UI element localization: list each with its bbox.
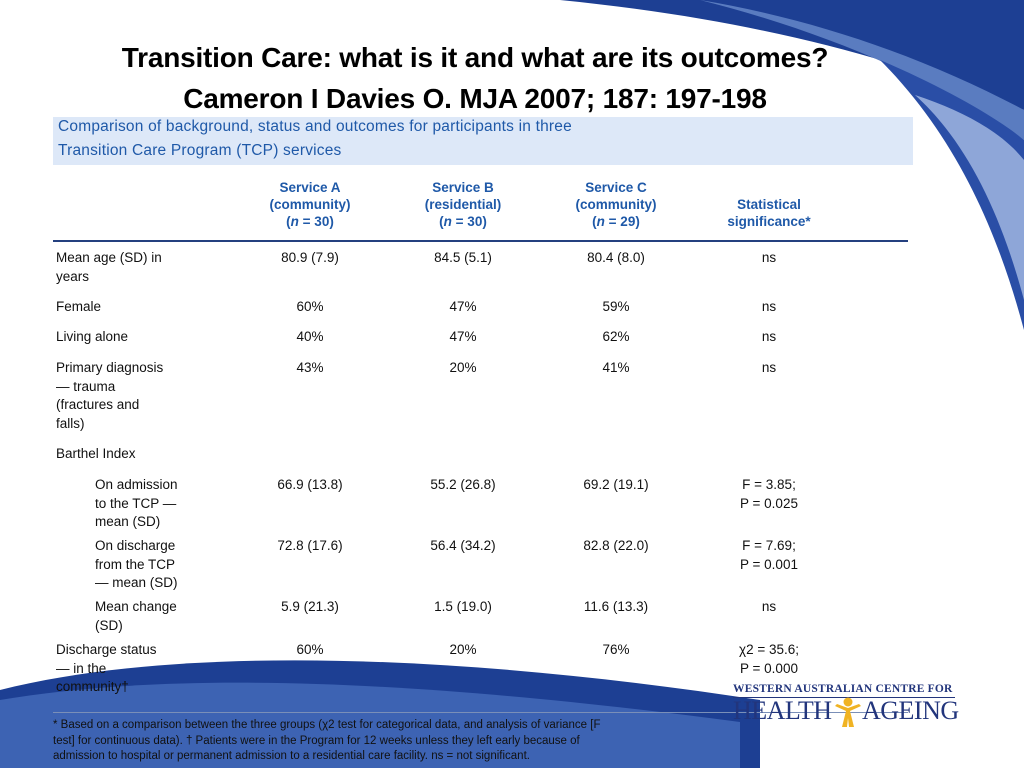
cell-mean-age-b: 84.5 (5.1) (434, 250, 492, 265)
cell-primary-diagnosis-sig: ns (761, 360, 777, 375)
cell-living-alone-a: 40% (296, 329, 324, 344)
header-rule (53, 240, 908, 242)
cell-primary-diagnosis-a: 43% (296, 360, 324, 375)
logo-word-ageing: AGEING (862, 696, 959, 725)
cell-on-discharge-sig: F = 7.69; P = 0.001 (740, 538, 798, 572)
cell-discharge-status-c: 76% (602, 642, 630, 657)
cell-discharge-status-a: 60% (296, 642, 324, 657)
column-header-service-a: Service A (community) (n = 30) (269, 180, 351, 229)
footer-rule (53, 712, 908, 713)
logo-word-health: HEALTH (733, 696, 832, 725)
cell-female-sig: ns (761, 299, 777, 314)
row-label-mean-age: Mean age (SD) in years (56, 250, 162, 284)
table-caption-line-2: Transition Care Program (TCP) services (58, 142, 342, 159)
cell-mean-age-c: 80.4 (8.0) (587, 250, 645, 265)
cell-on-admission-c: 69.2 (19.1) (583, 477, 649, 492)
row-label-primary-diagnosis: Primary diagnosis — trauma (fractures and f… (56, 360, 164, 431)
cell-mean-change-b: 1.5 (19.0) (434, 599, 492, 614)
row-label-discharge-status: Discharge status — in the community† (56, 642, 157, 694)
cell-on-admission-sig: F = 3.85; P = 0.025 (740, 477, 798, 511)
logo-top-text: WESTERN AUSTRALIAN CENTRE FOR (733, 683, 953, 695)
cell-mean-age-a: 80.9 (7.9) (281, 250, 339, 265)
column-header-significance: Statistical significance* (727, 197, 811, 229)
cell-mean-change-a: 5.9 (21.3) (281, 599, 339, 614)
cell-female-a: 60% (296, 299, 324, 314)
cell-female-c: 59% (602, 299, 630, 314)
row-label-mean-change: Mean change (SD) (95, 599, 177, 633)
cell-mean-age-sig: ns (761, 250, 777, 265)
row-label-barthel-index: Barthel Index (56, 446, 136, 461)
cell-discharge-status-sig: χ2 = 35.6; P = 0.000 (738, 642, 799, 676)
cell-on-discharge-c: 82.8 (22.0) (583, 538, 649, 553)
slide-title-line-1: Transition Care: what is it and what are… (121, 42, 829, 73)
cell-mean-change-sig: ns (761, 599, 777, 614)
cell-discharge-status-b: 20% (449, 642, 477, 657)
table-caption: Comparison of background, status and out… (53, 117, 913, 165)
row-label-female: Female (56, 299, 102, 314)
cell-on-discharge-a: 72.8 (17.6) (277, 538, 343, 553)
cell-living-alone-b: 47% (449, 329, 477, 344)
row-label-on-admission: On admission to the TCP — mean (SD) (95, 477, 178, 529)
cell-on-admission-b: 55.2 (26.8) (430, 477, 496, 492)
cell-living-alone-sig: ns (761, 329, 777, 344)
row-label-on-discharge: On discharge from the TCP — mean (SD) (95, 538, 178, 590)
column-header-service-c: Service C (community) (n = 29) (575, 180, 657, 229)
table-footnote: * Based on a comparison between the thre… (53, 719, 601, 762)
column-header-service-b: Service B (residential) (n = 30) (424, 180, 502, 229)
slide-title-line-2: Cameron I Davies O. MJA 2007; 187: 197-1… (183, 83, 767, 114)
cell-female-b: 47% (449, 299, 477, 314)
row-label-living-alone: Living alone (56, 329, 129, 344)
cell-living-alone-c: 62% (602, 329, 630, 344)
cell-on-admission-a: 66.9 (13.8) (277, 477, 343, 492)
cell-primary-diagnosis-b: 20% (449, 360, 477, 375)
logo-figure-icon (835, 697, 861, 727)
cell-mean-change-c: 11.6 (13.3) (583, 599, 649, 614)
cell-primary-diagnosis-c: 41% (602, 360, 630, 375)
table-caption-line-1: Comparison of background, status and out… (58, 118, 572, 135)
cell-on-discharge-b: 56.4 (34.2) (430, 538, 496, 553)
